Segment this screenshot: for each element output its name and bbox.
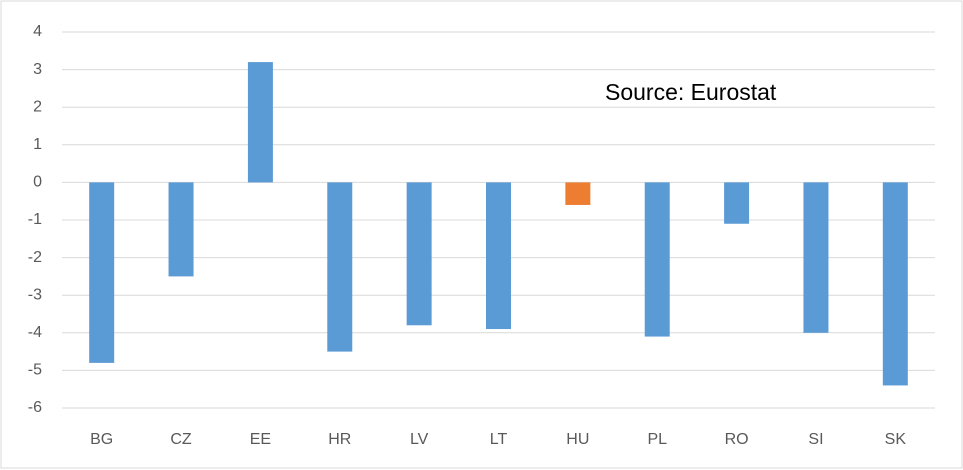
y-tick-label: 0 xyxy=(33,174,42,191)
x-tick-label: EE xyxy=(250,431,271,448)
bar xyxy=(724,182,750,224)
x-tick-label: HR xyxy=(328,431,351,448)
bar xyxy=(565,182,591,205)
x-tick-label: RO xyxy=(725,431,749,448)
bar xyxy=(882,182,908,386)
x-tick-label: LT xyxy=(490,431,508,448)
bar xyxy=(168,182,194,277)
bar xyxy=(406,182,432,326)
y-tick-label: -6 xyxy=(28,399,42,416)
bar xyxy=(803,182,829,333)
y-tick-label: 2 xyxy=(33,98,42,115)
x-tick-label: BG xyxy=(90,431,113,448)
bar xyxy=(486,182,511,330)
x-tick-label: PL xyxy=(647,431,667,448)
y-tick-label: -2 xyxy=(28,249,42,266)
bar xyxy=(247,62,273,183)
bar xyxy=(89,182,115,363)
x-tick-label: SK xyxy=(885,431,907,448)
y-tick-label: -3 xyxy=(28,286,42,303)
annotation: Source: Eurostat xyxy=(605,79,777,105)
bar xyxy=(644,182,670,337)
x-tick-label: HU xyxy=(566,431,589,448)
y-tick-label: 4 xyxy=(33,23,42,40)
y-tick-label: -4 xyxy=(28,324,42,341)
x-tick-label: SI xyxy=(808,431,823,448)
y-tick-label: -1 xyxy=(28,211,42,228)
y-tick-label: 1 xyxy=(33,136,42,153)
x-tick-label: CZ xyxy=(170,431,192,448)
x-tick-label: LV xyxy=(410,431,429,448)
y-tick-label: -5 xyxy=(28,362,42,379)
y-tick-label: 3 xyxy=(33,61,42,78)
bar xyxy=(327,182,353,352)
